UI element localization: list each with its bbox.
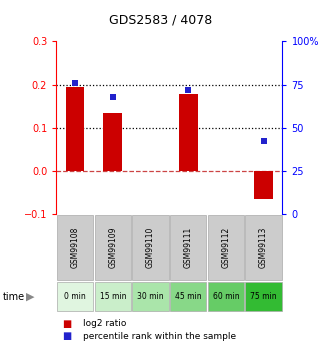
- Bar: [103, 112, 122, 171]
- Text: ■: ■: [63, 319, 72, 328]
- Bar: [95, 283, 131, 311]
- Text: 60 min: 60 min: [213, 292, 239, 301]
- Text: 0 min: 0 min: [64, 292, 86, 301]
- Text: ■: ■: [63, 332, 72, 341]
- Text: 30 min: 30 min: [137, 292, 164, 301]
- Bar: [208, 283, 244, 311]
- Text: log2 ratio: log2 ratio: [83, 319, 127, 328]
- Bar: [170, 283, 206, 311]
- Text: 75 min: 75 min: [250, 292, 277, 301]
- Bar: [95, 215, 131, 280]
- Text: time: time: [3, 292, 25, 302]
- Text: GSM99110: GSM99110: [146, 227, 155, 268]
- Bar: [246, 215, 282, 280]
- Text: GSM99108: GSM99108: [71, 227, 80, 268]
- Text: GSM99112: GSM99112: [221, 227, 230, 268]
- Bar: [208, 215, 244, 280]
- Bar: [246, 283, 282, 311]
- Text: GSM99111: GSM99111: [184, 227, 193, 268]
- Bar: [170, 215, 206, 280]
- Bar: [132, 283, 169, 311]
- Bar: [65, 87, 84, 171]
- Text: GSM99109: GSM99109: [108, 227, 117, 268]
- Bar: [254, 171, 273, 199]
- Bar: [57, 283, 93, 311]
- Bar: [132, 215, 169, 280]
- Text: GDS2583 / 4078: GDS2583 / 4078: [109, 14, 212, 27]
- Bar: [179, 94, 198, 171]
- Text: 15 min: 15 min: [100, 292, 126, 301]
- Text: ▶: ▶: [26, 292, 35, 302]
- Text: percentile rank within the sample: percentile rank within the sample: [83, 332, 237, 341]
- Bar: [57, 215, 93, 280]
- Text: 45 min: 45 min: [175, 292, 202, 301]
- Text: GSM99113: GSM99113: [259, 227, 268, 268]
